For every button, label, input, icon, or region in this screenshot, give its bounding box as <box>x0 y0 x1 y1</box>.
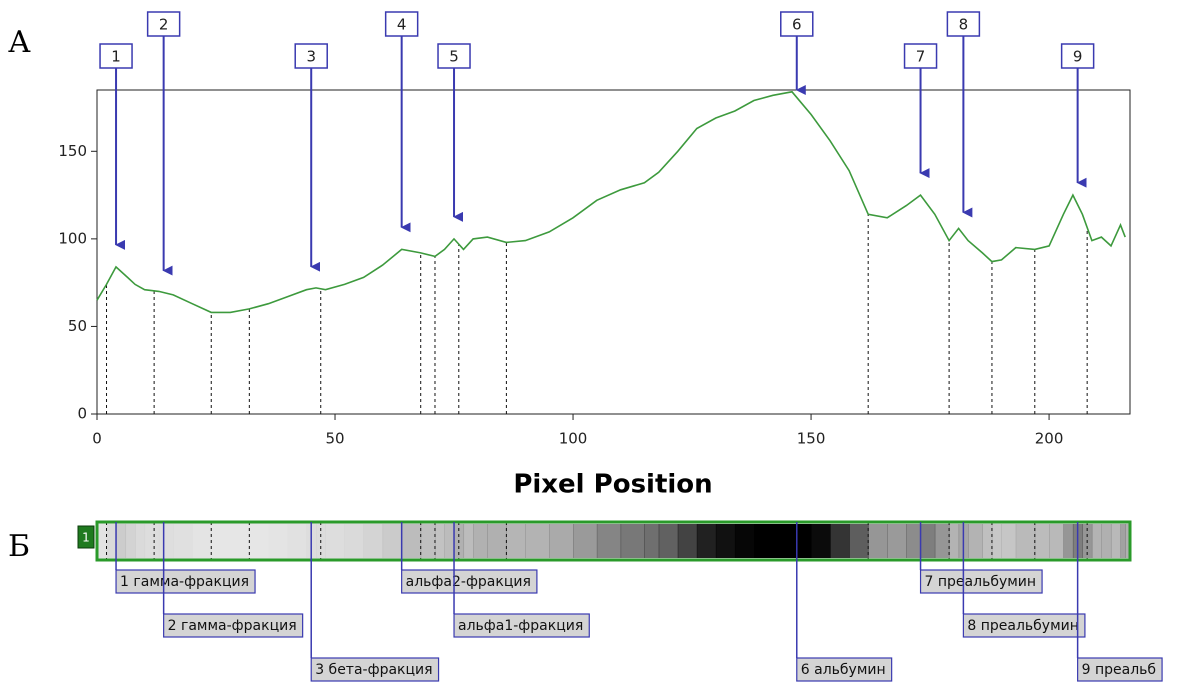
gel-band <box>1101 524 1111 558</box>
y-tick-label: 0 <box>77 405 87 423</box>
fraction-label: альфа1-фракция <box>458 618 583 634</box>
gel-band <box>573 524 597 558</box>
gel-band <box>116 524 126 558</box>
annotation-label: 2 <box>159 16 169 34</box>
gel-band <box>445 524 455 558</box>
gel-band <box>487 524 507 558</box>
gel-band <box>621 524 645 558</box>
gel-band <box>435 524 445 558</box>
y-tick-label: 100 <box>58 229 87 247</box>
x-axis-title: Pixel Position <box>513 470 712 500</box>
gel-band <box>249 524 269 558</box>
gel-band <box>159 524 174 558</box>
gel-band <box>921 524 936 558</box>
fraction-label: 7 преальбумин <box>925 574 1037 590</box>
fraction-label: 6 альбумин <box>801 662 886 678</box>
gel-band <box>473 524 488 558</box>
x-tick-label: 100 <box>559 430 588 448</box>
gel-band <box>525 524 549 558</box>
gel-band <box>145 524 160 558</box>
gel-band <box>1063 524 1073 558</box>
gel-band <box>1049 524 1064 558</box>
gel-band <box>773 524 793 558</box>
fraction-label: 2 гамма-фракция <box>168 618 297 634</box>
x-tick-label: 50 <box>325 430 344 448</box>
lane-tag-label: 1 <box>82 531 90 545</box>
fraction-label: 8 преальбумин <box>967 618 1079 634</box>
y-tick-label: 50 <box>68 317 87 335</box>
gel-band <box>549 524 573 558</box>
gel-band <box>192 524 212 558</box>
gel-band <box>982 524 992 558</box>
annotation-label: 3 <box>306 48 316 66</box>
gel-band <box>1001 524 1016 558</box>
gel-band <box>906 524 921 558</box>
gel-band <box>1016 524 1036 558</box>
gel-band <box>792 524 812 558</box>
gel-band <box>126 524 136 558</box>
gel-band <box>1092 524 1102 558</box>
annotation-label: 8 <box>959 16 969 34</box>
fraction-label: альфа2-фракция <box>406 574 531 590</box>
gel-band <box>735 524 755 558</box>
gel-band <box>364 524 384 558</box>
gel-band <box>325 524 345 558</box>
gel-band <box>887 524 907 558</box>
gel-band <box>697 524 717 558</box>
gel-band <box>402 524 422 558</box>
plot-frame <box>97 90 1130 414</box>
x-tick-label: 200 <box>1035 430 1064 448</box>
gel-band <box>849 524 869 558</box>
gel-band <box>935 524 950 558</box>
fraction-label: 9 преальб <box>1082 662 1156 678</box>
gel-band <box>949 524 959 558</box>
gel-band <box>173 524 193 558</box>
fraction-label: 3 бета-фракция <box>315 662 432 678</box>
gel-band <box>421 524 436 558</box>
annotation-label: 7 <box>916 48 926 66</box>
data-line <box>97 92 1125 313</box>
gel-band <box>754 524 774 558</box>
annotation-label: 5 <box>449 48 459 66</box>
gel-band <box>464 524 474 558</box>
gel-band <box>107 524 117 558</box>
gel-band <box>1035 524 1050 558</box>
gel-band <box>716 524 736 558</box>
figure: А Б Pixel Position 0 50 100 150 0 50 100 150 200… <box>0 0 1194 689</box>
gel-band <box>644 524 659 558</box>
x-tick-label: 150 <box>797 430 826 448</box>
gel-band <box>135 524 145 558</box>
annotation-label: 9 <box>1073 48 1083 66</box>
gel-band <box>268 524 288 558</box>
gel-band <box>345 524 365 558</box>
panel-label: Б <box>8 529 30 564</box>
gel-band <box>287 524 307 558</box>
gel-band <box>506 524 526 558</box>
gel-band <box>211 524 231 558</box>
annotation-label: 4 <box>397 16 407 34</box>
gel-band <box>992 524 1002 558</box>
y-tick-label: 150 <box>58 142 87 160</box>
gel-band <box>868 524 888 558</box>
gel-band <box>383 524 403 558</box>
panel-label: А <box>8 25 31 60</box>
gel-band <box>97 524 107 558</box>
x-tick-label: 0 <box>92 430 102 448</box>
gel-band <box>678 524 698 558</box>
gel-band <box>1120 524 1125 558</box>
fraction-label: 1 гамма-фракция <box>120 574 249 590</box>
gel-band <box>659 524 679 558</box>
annotation-label: 6 <box>792 16 802 34</box>
annotation-label: 1 <box>111 48 121 66</box>
gel-band <box>597 524 621 558</box>
gel-band <box>230 524 250 558</box>
gel-band <box>811 524 831 558</box>
gel-band <box>968 524 983 558</box>
gel-band <box>1111 524 1121 558</box>
gel-band <box>830 524 850 558</box>
